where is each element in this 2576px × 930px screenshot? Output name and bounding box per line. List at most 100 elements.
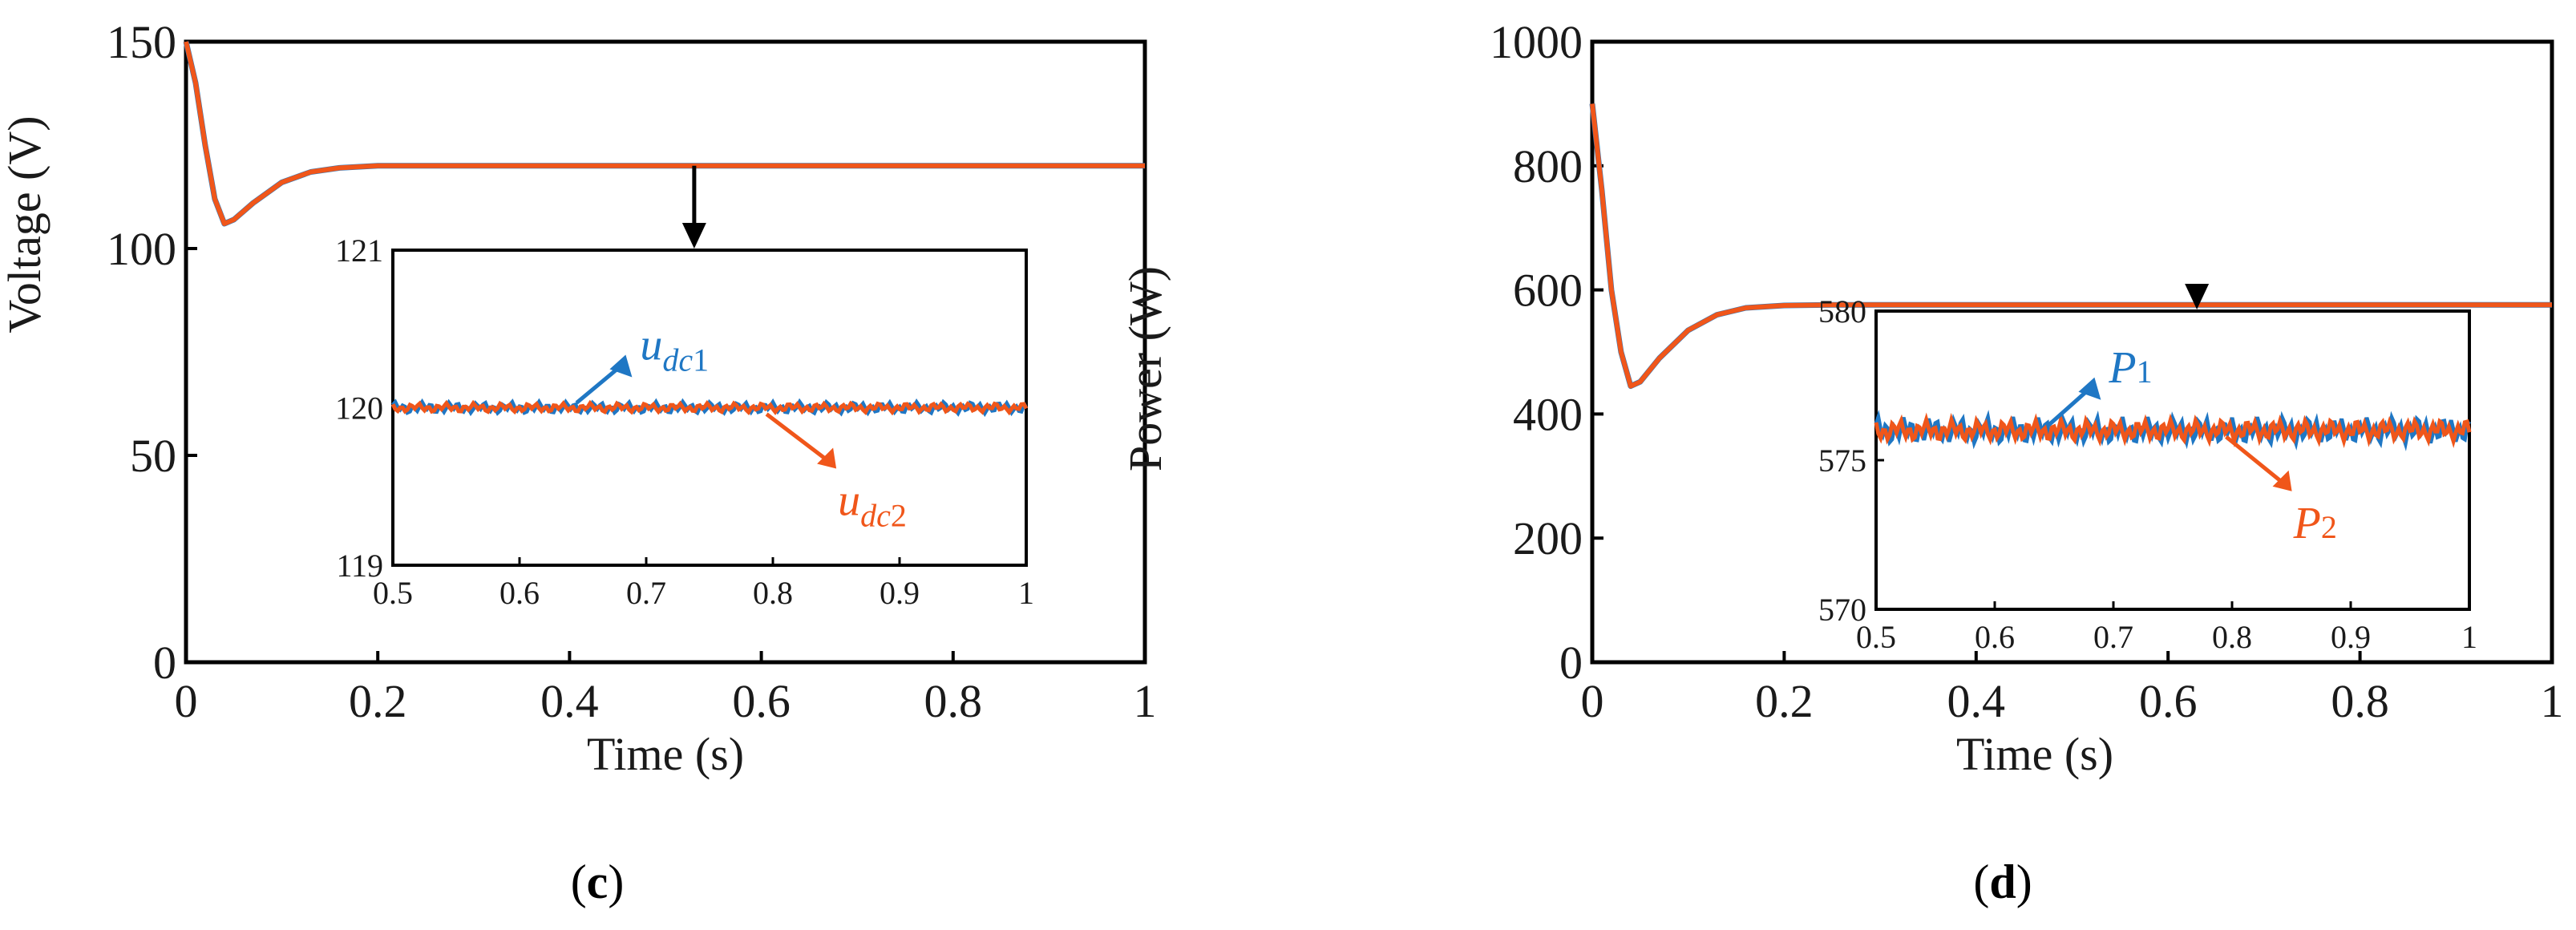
series2-label: P2 xyxy=(2293,499,2337,548)
series-lines xyxy=(183,41,1145,227)
panel-label-open: ( xyxy=(571,855,587,908)
panel-c-chart: 0 50 100 150 0 0.2 0.4 0.6 0.8 1 119 120 121 0.5 0.6… xyxy=(0,16,1157,908)
x-ticks: 0 0.2 0.4 0.6 0.8 1 xyxy=(175,651,1157,727)
inset-series-line-2 xyxy=(1874,412,2472,449)
inset-frame xyxy=(1874,309,2471,611)
series1-label-main: P xyxy=(2108,343,2136,393)
x-tick-label: 0.6 xyxy=(2139,675,2198,727)
y-tick-label: 0 xyxy=(153,637,176,689)
y-tick: 150 xyxy=(107,16,197,68)
plot-frame xyxy=(1590,39,2554,665)
x-tick: 0.6 xyxy=(732,651,791,727)
x-tick: 0.4 xyxy=(540,651,599,727)
inset-y-tick-label: 119 xyxy=(336,548,383,584)
y-tick-label: 1000 xyxy=(1490,16,1583,68)
inset-x-tick-label: 0.7 xyxy=(626,575,666,611)
x-tick-label: 0 xyxy=(1581,675,1604,727)
panel-label-close: ) xyxy=(608,855,624,908)
x-tick-label: 0.2 xyxy=(349,675,407,727)
x-tick-label: 0.2 xyxy=(1755,675,1814,727)
series1-label-index: 1 xyxy=(2137,354,2153,390)
y-tick-label: 0 xyxy=(1559,637,1583,689)
x-tick-label: 0.6 xyxy=(732,675,791,727)
series2-label-sub: dc xyxy=(860,498,891,534)
series1-label: udc1 xyxy=(640,321,709,378)
y-tick: 0 xyxy=(153,637,197,689)
y-tick: 0 xyxy=(1559,637,1603,689)
inset-x-tick-label: 0.7 xyxy=(2093,619,2133,655)
x-ticks: 0 0.2 0.4 0.6 0.8 1 xyxy=(1581,651,2564,727)
y-tick: 600 xyxy=(1513,265,1603,317)
y-tick: 100 xyxy=(107,223,197,275)
series1-label: P1 xyxy=(2108,343,2152,393)
x-tick-label: 0.4 xyxy=(540,675,599,727)
inset-x-tick-label: 0.6 xyxy=(1975,619,2015,655)
x-tick-label: 1 xyxy=(1134,675,1157,727)
inset-x-tick-label: 0.8 xyxy=(2212,619,2252,655)
series2-label-main: u xyxy=(838,476,860,526)
series-line-1 xyxy=(183,41,1145,227)
series2-label-main: P xyxy=(2293,499,2321,548)
x-axis-label: Time (s) xyxy=(587,728,744,780)
panel-label: (c) xyxy=(571,855,625,908)
inset-y-tick-label: 570 xyxy=(1818,592,1866,628)
inset-y-tick-label: 575 xyxy=(1818,443,1866,479)
inset-x-tick-label: 0.6 xyxy=(499,575,540,611)
series-lines xyxy=(1589,103,2552,390)
inset-x-tick-label: 0.9 xyxy=(880,575,920,611)
y-tick-label: 600 xyxy=(1513,265,1583,317)
y-axis-label: Voltage (V) xyxy=(0,115,51,333)
x-tick-label: 0.8 xyxy=(924,675,983,727)
series1-label-main: u xyxy=(640,321,662,370)
inset-y-tick-label: 120 xyxy=(335,390,383,427)
series2-pointer xyxy=(765,412,831,464)
panel-label-close: ) xyxy=(2016,855,2032,908)
y-ticks: 0 50 100 150 xyxy=(107,16,197,689)
panel-label-letter: d xyxy=(1989,855,2016,908)
series2-pointer xyxy=(2225,435,2287,487)
series1-label-sub: dc xyxy=(662,342,693,378)
x-tick: 1 xyxy=(2541,651,2564,727)
x-tick: 0.8 xyxy=(2331,651,2389,727)
y-tick: 1000 xyxy=(1490,16,1603,68)
y-axis-label: Power (W) xyxy=(1119,266,1171,471)
panel-d-chart: 0 200 400 600 800 1000 0 0.2 0.4 0.6 0.8 1 570 575 5… xyxy=(1119,16,2564,908)
panel-label: (d) xyxy=(1973,855,2032,908)
x-tick: 0.8 xyxy=(924,651,983,727)
x-tick-label: 0.8 xyxy=(2331,675,2389,727)
inset-x-tick-label: 0.9 xyxy=(2331,619,2371,655)
x-tick-label: 0.4 xyxy=(1947,675,2006,727)
x-tick: 0.2 xyxy=(1755,651,1814,727)
x-tick: 1 xyxy=(1134,651,1157,727)
inset-x-tick-label: 0.5 xyxy=(1856,619,1896,655)
x-tick: 0 xyxy=(175,651,198,727)
y-tick-label: 400 xyxy=(1513,388,1583,440)
y-tick: 800 xyxy=(1513,140,1603,192)
zoom-arrow xyxy=(681,165,706,249)
x-axis-label: Time (s) xyxy=(1956,728,2113,780)
inset-x-tick-label: 1 xyxy=(1018,575,1034,611)
inset-x-tick-label: 0.8 xyxy=(753,575,793,611)
series1-pointer xyxy=(575,364,622,405)
plot-frame xyxy=(184,39,1147,665)
inset-y-tick-label: 121 xyxy=(335,232,383,269)
series1-label-index: 1 xyxy=(693,342,709,378)
inset-y-tick-label: 580 xyxy=(1818,293,1866,330)
series-line-2 xyxy=(1590,103,2552,389)
y-tick: 50 xyxy=(130,430,197,482)
y-tick: 200 xyxy=(1513,512,1603,564)
x-tick: 0.2 xyxy=(349,651,407,727)
series-line-2 xyxy=(184,41,1145,226)
panel-label-letter: c xyxy=(587,855,609,908)
inset-x-tick-label: 1 xyxy=(2461,619,2477,655)
x-tick-label: 1 xyxy=(2541,675,2564,727)
x-tick: 0 xyxy=(1581,651,1604,727)
series1-pointer xyxy=(2046,386,2092,427)
inset-x-tick-label: 0.5 xyxy=(373,575,413,611)
x-tick: 0.4 xyxy=(1947,651,2006,727)
y-tick: 400 xyxy=(1513,388,1603,440)
zoom-arrow xyxy=(2185,284,2210,309)
